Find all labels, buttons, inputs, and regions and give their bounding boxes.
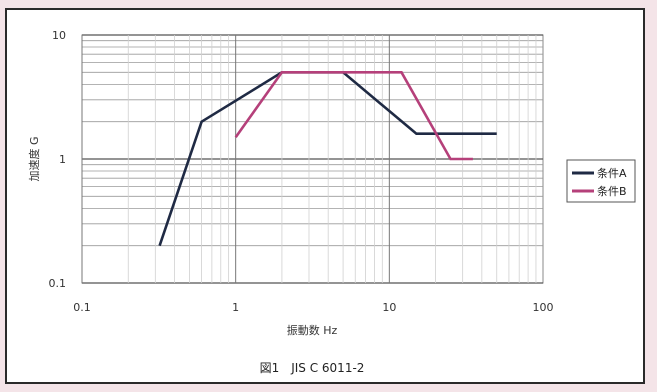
x-tick-label: 0.1 [73,301,91,314]
x-axis-label: 振動数 Hz [287,323,338,337]
legend: 条件A 条件B [566,159,636,203]
y-tick-labels: 0.1 1 10 [49,29,67,290]
legend-box [566,159,636,203]
series-lines [158,71,497,247]
figure-caption: 図1 JIS C 6011-2 [260,361,365,375]
x-tick-label: 1 [232,301,239,314]
series-line-1 [234,71,473,161]
x-tick-label: 10 [382,301,396,314]
y-axis-label: 加速度 G [27,136,41,181]
legend-label-a: 条件A [597,166,627,180]
y-tick-label: 10 [52,29,66,42]
x-tick-label: 100 [533,301,554,314]
grid [81,34,543,284]
y-tick-label: 1 [59,153,66,166]
y-tick-label: 0.1 [49,277,67,290]
x-tick-labels: 0.1 1 10 100 [73,301,553,314]
legend-label-b: 条件B [597,184,627,198]
